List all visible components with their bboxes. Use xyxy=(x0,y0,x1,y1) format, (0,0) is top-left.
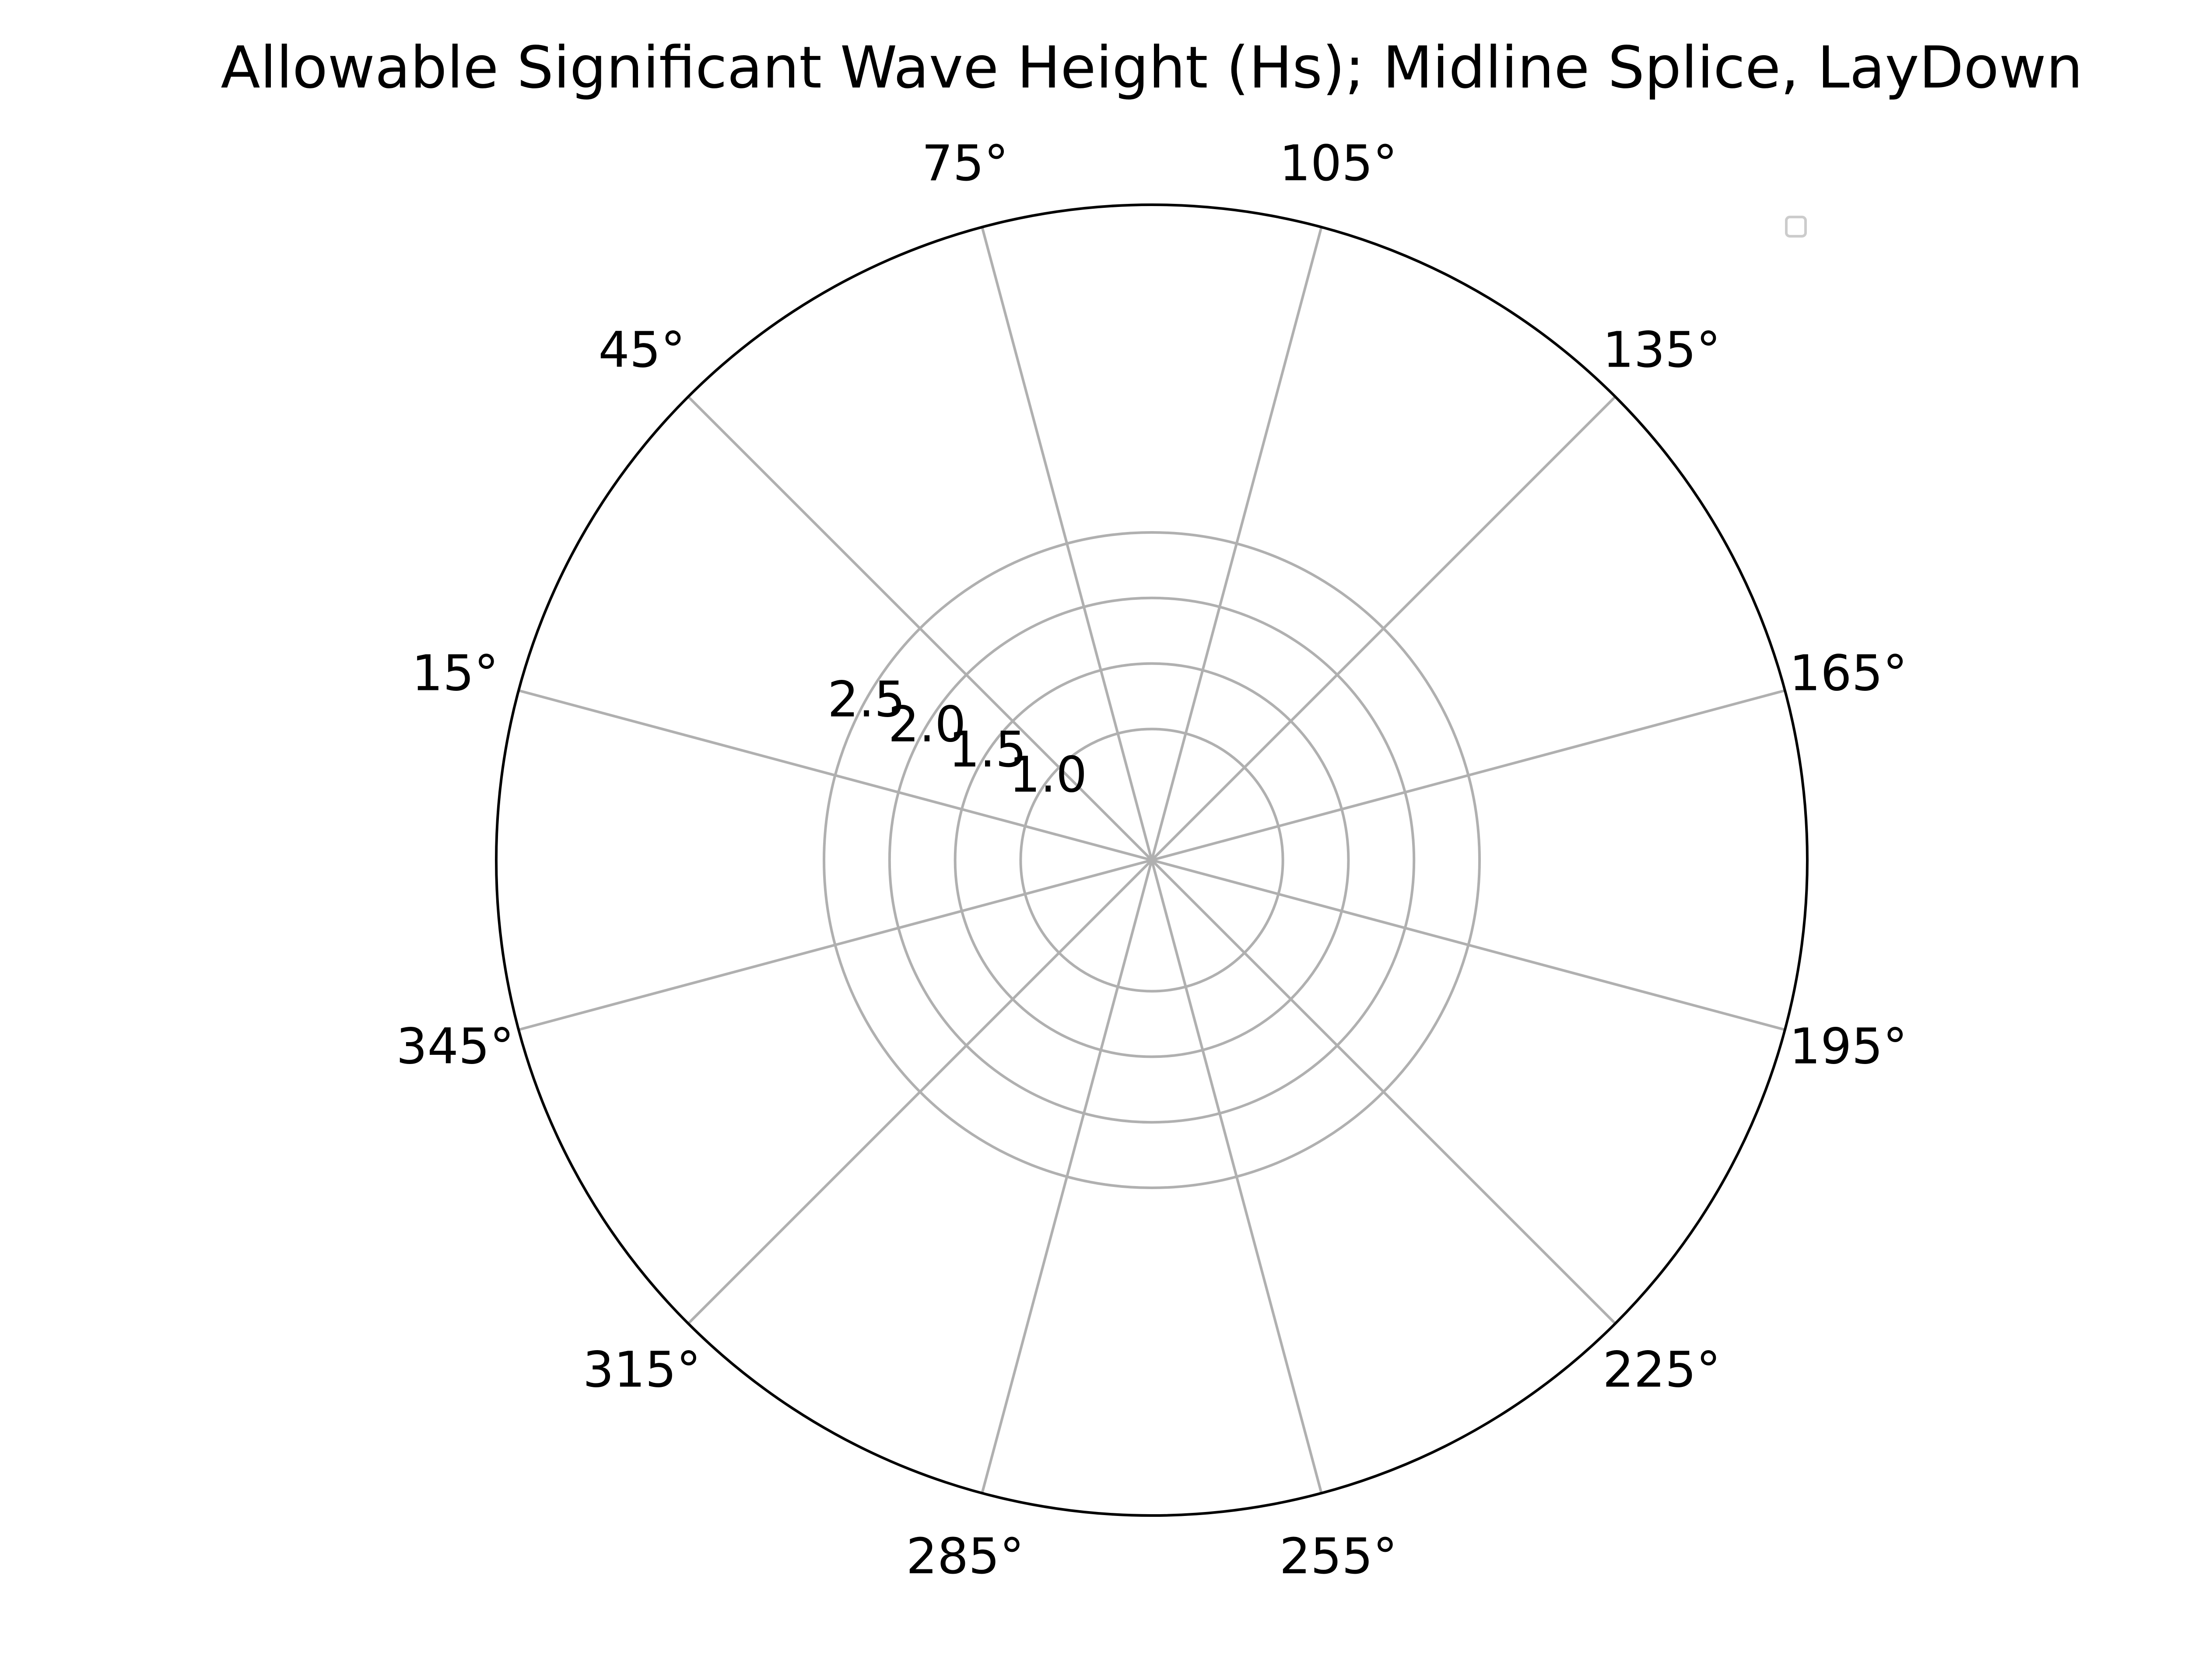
radial-tick-label: 2.5 xyxy=(828,671,905,728)
chart-title: Allowable Significant Wave Height (Hs); … xyxy=(221,34,2083,102)
angular-gridline xyxy=(981,860,1153,1494)
polar-frame xyxy=(495,203,1809,1517)
angular-gridline xyxy=(981,227,1153,861)
radial-gridline xyxy=(954,662,1350,1058)
angular-gridline xyxy=(1150,860,1323,1494)
radial-tick-label: 1.5 xyxy=(949,721,1027,778)
angular-gridline xyxy=(1151,859,1785,1031)
angle-tick-label: 45° xyxy=(598,322,685,379)
angular-gridline xyxy=(518,859,1152,1031)
angle-tick-label: 225° xyxy=(1602,1341,1721,1398)
angle-tick-label: 105° xyxy=(1280,135,1398,192)
angle-tick-label: 165° xyxy=(1789,645,1907,702)
angle-tick-label: 315° xyxy=(583,1341,701,1398)
angle-tick-label: 345° xyxy=(396,1018,514,1075)
angular-gridline xyxy=(687,396,1153,861)
radial-tick-label: 1.0 xyxy=(1009,746,1087,803)
angle-tick-labels: 15° 45° 75° 105° 135° 165° 195° 225° 255° 285° 315… xyxy=(396,135,1907,1585)
angular-gridline xyxy=(1150,859,1616,1325)
radial-gridline xyxy=(888,596,1416,1124)
angle-tick-label: 285° xyxy=(906,1528,1024,1585)
radial-tick-labels: 1.01.52.02.5 xyxy=(828,671,1087,803)
angular-gridline xyxy=(518,689,1152,861)
radial-gridline xyxy=(823,531,1481,1189)
angle-tick-label: 195° xyxy=(1789,1018,1907,1075)
angular-gridline xyxy=(1150,396,1616,861)
angular-gridline xyxy=(1151,689,1785,861)
polar-grid xyxy=(518,227,1785,1494)
radial-gridline xyxy=(1019,728,1284,993)
radial-tick-label: 2.0 xyxy=(888,696,966,753)
angle-tick-label: 255° xyxy=(1280,1528,1398,1585)
angular-gridline xyxy=(687,859,1153,1325)
angular-gridline xyxy=(1150,227,1323,861)
angle-tick-label: 15° xyxy=(412,645,499,702)
legend-box xyxy=(1785,216,1807,238)
angle-tick-label: 75° xyxy=(922,135,1009,192)
angle-tick-label: 135° xyxy=(1602,322,1721,379)
